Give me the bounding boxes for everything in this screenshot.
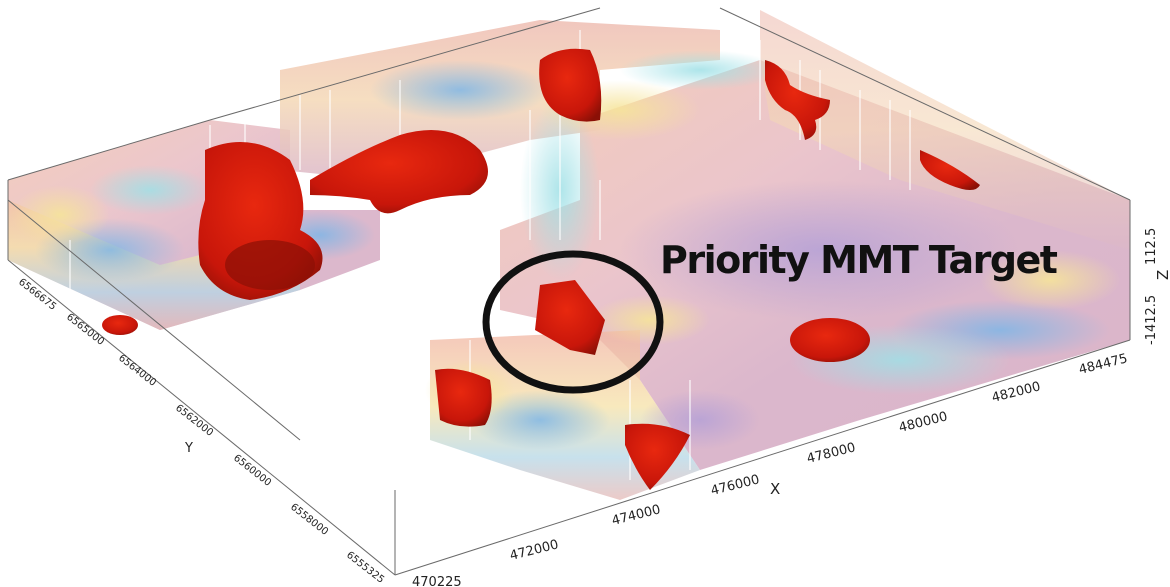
anomaly-body-north: [310, 130, 488, 214]
anomaly-body-south: [435, 368, 492, 427]
target-circle: [482, 250, 664, 394]
y-tick-label: 6558000: [288, 502, 330, 538]
x-tick-label: 472000: [508, 537, 560, 564]
y-tick-label: 6555325: [344, 550, 386, 586]
x-tick-label: 480000: [897, 409, 949, 436]
y-axis: 6566675 6565000 6564000 6562000 6560000 …: [16, 277, 386, 586]
x-tick-label: 474000: [610, 502, 662, 529]
priority-target-annotation: Priority MMT Target: [482, 238, 1059, 394]
anomaly-body-target: [535, 280, 605, 355]
anomaly-core-west: [225, 240, 315, 290]
anomaly-body-northeast: [765, 60, 830, 140]
target-label: Priority MMT Target: [660, 238, 1058, 282]
anomaly-body-cone: [625, 423, 690, 490]
x-axis-label: X: [770, 480, 780, 498]
anomaly-body-back: [539, 48, 602, 122]
y-tick-label: 6564000: [116, 353, 158, 389]
x-tick-label: 482000: [990, 379, 1042, 406]
anomaly-body-east-sliver: [920, 150, 980, 190]
anomaly-bodies: [102, 48, 980, 490]
z-axis: 112.5 -1412.5 Z: [1144, 228, 1170, 345]
y-tick-label: 6565000: [64, 312, 106, 348]
z-tick-label: -1412.5: [1144, 295, 1159, 345]
x-tick-label: 476000: [709, 472, 761, 499]
y-tick-label: 6566675: [16, 277, 58, 313]
y-axis-label: Y: [184, 441, 193, 456]
z-tick-label: 112.5: [1144, 228, 1159, 265]
anomaly-body-southwest: [102, 315, 138, 335]
anomaly-body-east: [790, 318, 870, 362]
x-tick-label: 484475: [1077, 351, 1129, 378]
z-axis-label: Z: [1154, 270, 1170, 280]
bounding-box: [7, 7, 1131, 576]
x-tick-label: 470225: [412, 575, 462, 587]
x-tick-label: 478000: [805, 440, 857, 467]
y-tick-label: 6562000: [173, 403, 215, 439]
